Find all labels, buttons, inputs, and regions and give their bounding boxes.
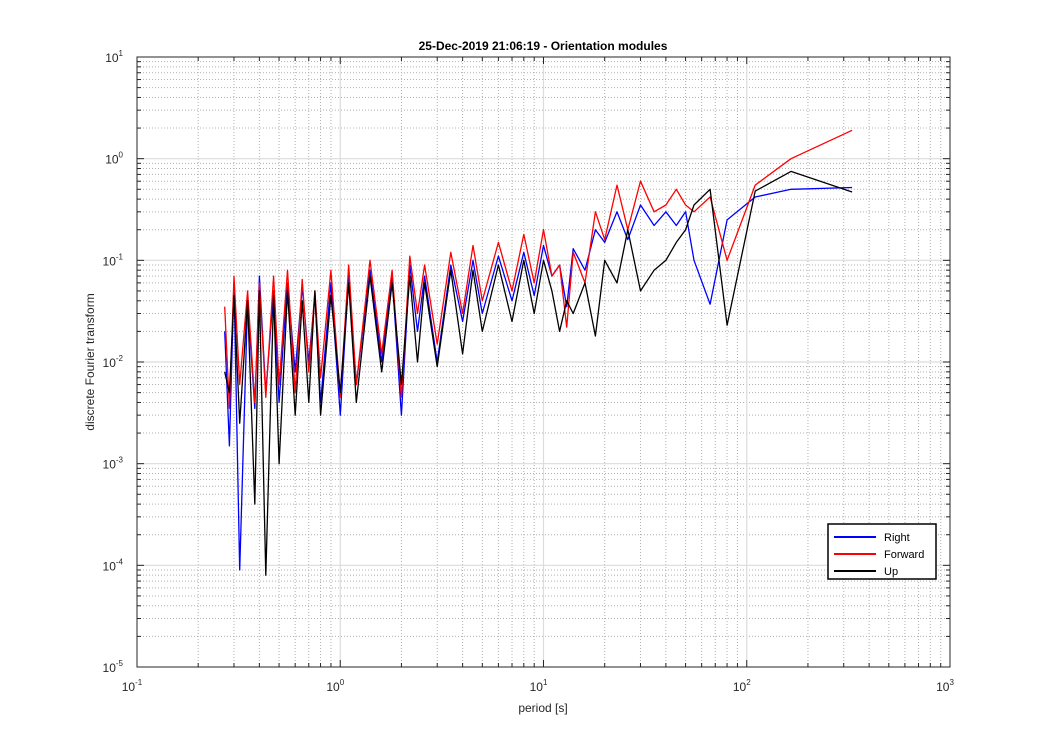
legend-box <box>827 523 937 580</box>
chart-title: 25-Dec-2019 21:06:19 - Orientation modul… <box>419 39 668 53</box>
y-tick-exponent: -1 <box>116 252 124 261</box>
x-tick-exponent: 0 <box>340 678 345 687</box>
tick-marks <box>136 56 951 668</box>
series-line-forward <box>224 129 853 410</box>
y-tick-exponent: -5 <box>116 659 124 668</box>
series-line-up <box>224 170 853 576</box>
y-tick-exponent: 1 <box>119 49 124 58</box>
minor-grid <box>137 57 950 667</box>
y-tick-exponent: -4 <box>116 557 124 566</box>
x-axis-label: period [s] <box>518 701 567 715</box>
x-tick-exponent: 2 <box>746 678 751 687</box>
y-tick-exponent: -2 <box>116 354 124 363</box>
major-grid <box>137 57 950 667</box>
y-tick-exponent: -3 <box>116 456 124 465</box>
x-tick-exponent: -1 <box>135 678 143 687</box>
series-group <box>224 129 853 576</box>
x-tick-exponent: 1 <box>543 678 548 687</box>
y-tick-exponent: 0 <box>119 151 124 160</box>
legend-label-forward: Forward <box>884 549 924 561</box>
legend-label-right: Right <box>884 532 910 544</box>
y-axis-label: discrete Fourier transform <box>83 293 97 430</box>
legend-label-up: Up <box>884 566 898 578</box>
series-line-right <box>224 186 853 571</box>
x-tick-exponent: 3 <box>949 678 954 687</box>
legend: Right Forward Up <box>827 523 937 580</box>
